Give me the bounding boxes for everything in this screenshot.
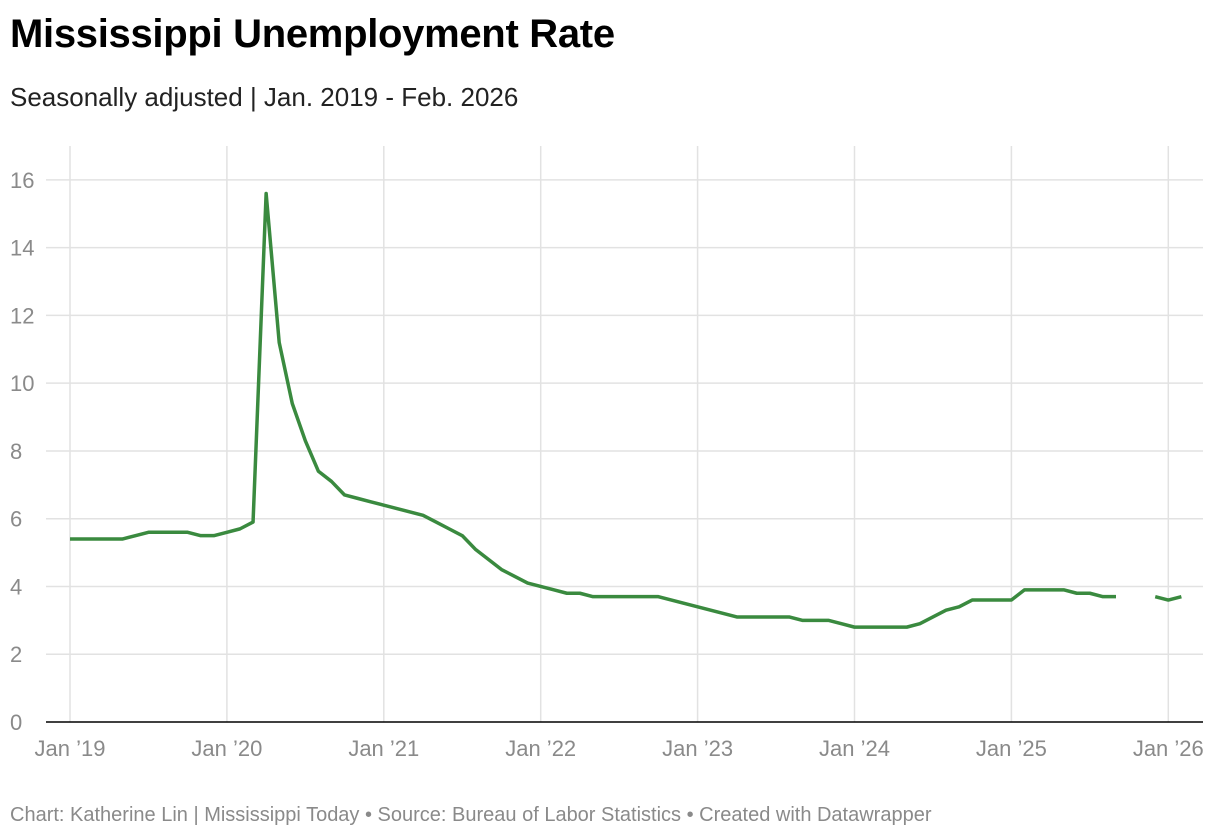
y-tick-label: 16: [10, 168, 34, 193]
x-tick-label: Jan ’24: [819, 736, 890, 761]
axis-layer: 0 2 4 6 8 10 12 14 16 Jan ’19 Jan ’20 Jan ’21 Jan ’2…: [10, 168, 1204, 761]
grid-layer: [46, 146, 1203, 722]
unemployment-rate-line: [1154, 594, 1182, 602]
y-tick-label: 0: [10, 710, 22, 735]
x-tick-label: Jan ’25: [976, 736, 1047, 761]
y-tick-label: 2: [10, 642, 22, 667]
y-tick-label: 4: [10, 574, 22, 599]
y-tick-label: 10: [10, 371, 34, 396]
x-tick-label: Jan ’20: [191, 736, 262, 761]
x-tick-label: Jan ’23: [662, 736, 733, 761]
y-tick-label: 8: [10, 439, 22, 464]
chart-subtitle: Seasonally adjusted | Jan. 2019 - Feb. 2…: [10, 82, 519, 112]
y-tick-label: 6: [10, 507, 22, 532]
y-tick-label: 14: [10, 236, 34, 261]
series-layer: [70, 191, 1182, 629]
unemployment-rate-line: [70, 191, 1116, 629]
y-tick-label: 12: [10, 303, 34, 328]
x-tick-label: Jan ’22: [505, 736, 576, 761]
x-tick-label: Jan ’26: [1133, 736, 1204, 761]
chart-title: Mississippi Unemployment Rate: [10, 12, 615, 56]
x-tick-label: Jan ’19: [35, 736, 106, 761]
line-chart: 0 2 4 6 8 10 12 14 16 Jan ’19 Jan ’20 Jan ’21 Jan ’2…: [10, 146, 1204, 761]
x-tick-label: Jan ’21: [348, 736, 419, 761]
chart-credit: Chart: Katherine Lin | Mississippi Today…: [10, 804, 932, 826]
